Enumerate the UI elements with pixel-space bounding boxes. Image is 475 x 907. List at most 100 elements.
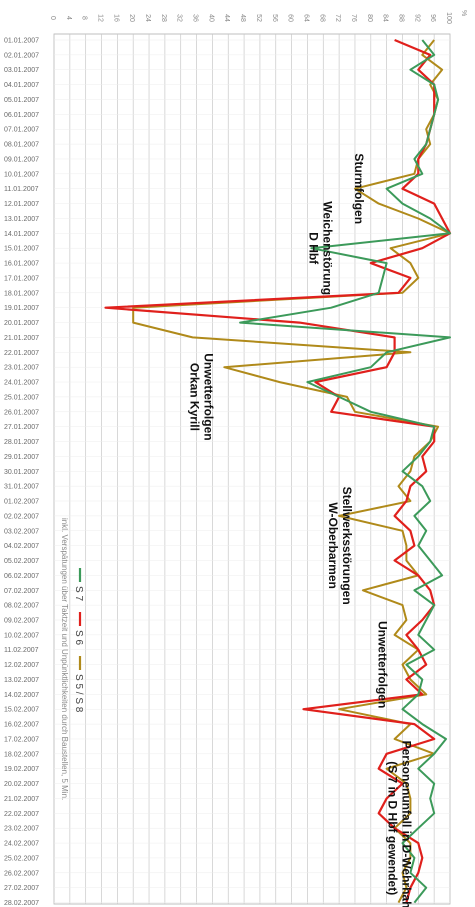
annotation-label: Orkan Kyrill (187, 363, 201, 431)
date-tick-label: 10.01.2007 (4, 171, 39, 178)
date-tick-label: 01.01.2007 (4, 38, 39, 45)
date-tick-label: 07.02.2007 (4, 588, 39, 595)
date-tick-label: 03.01.2007 (4, 67, 39, 74)
value-tick-label: 40 (207, 14, 214, 22)
annotation-label: Weichenstörung (320, 201, 334, 295)
value-tick-label: 28 (160, 14, 167, 22)
date-tick-label: 20.01.2007 (4, 320, 39, 327)
legend-label: S 7 (73, 586, 84, 601)
chart-footnote: inkl. Verspätungen über Taktzeit und Unp… (60, 518, 69, 800)
date-tick-label: 12.02.2007 (4, 662, 39, 669)
value-axis-unit: % (460, 10, 467, 16)
annotation-label: Personenunfall in D-Wehrhahn (399, 741, 413, 907)
value-tick-label: 52 (255, 14, 262, 22)
value-tick-label: 72 (334, 14, 341, 22)
value-tick-label: 4 (65, 16, 72, 20)
date-tick-label: 12.01.2007 (4, 201, 39, 208)
date-tick-label: 04.02.2007 (4, 543, 39, 550)
date-tick-label: 07.01.2007 (4, 127, 39, 134)
date-tick-label: 17.01.2007 (4, 275, 39, 282)
date-tick-label: 19.02.2007 (4, 766, 39, 773)
date-tick-label: 15.02.2007 (4, 707, 39, 714)
date-tick-label: 01.02.2007 (4, 499, 39, 506)
date-tick-label: 25.02.2007 (4, 855, 39, 862)
value-tick-label: 64 (302, 14, 309, 22)
date-tick-label: 06.01.2007 (4, 112, 39, 119)
date-tick-label: 08.02.2007 (4, 603, 39, 610)
value-tick-label: 0 (49, 16, 56, 20)
value-tick-label: 100 (445, 12, 452, 24)
date-tick-label: 05.02.2007 (4, 558, 39, 565)
value-tick-label: 8 (81, 16, 88, 20)
date-tick-label: 03.02.2007 (4, 528, 39, 535)
value-tick-label: 60 (287, 14, 294, 22)
date-tick-label: 06.02.2007 (4, 573, 39, 580)
series-line-s-5-s-8 (132, 39, 451, 904)
value-tick-label: 80 (366, 14, 373, 22)
date-tick-label: 11.01.2007 (4, 186, 39, 193)
date-tick-label: 21.02.2007 (4, 796, 39, 803)
date-tick-label: 29.01.2007 (4, 454, 39, 461)
value-tick-label: 32 (176, 14, 183, 22)
date-tick-label: 24.01.2007 (4, 380, 39, 387)
chart-grid (53, 33, 451, 905)
value-tick-label: 84 (382, 14, 389, 22)
date-tick-label: 27.02.2007 (4, 885, 39, 892)
date-tick-label: 04.01.2007 (4, 82, 39, 89)
date-tick-label: 21.01.2007 (4, 335, 39, 342)
date-tick-label: 28.02.2007 (4, 900, 39, 907)
value-tick-label: 88 (397, 14, 404, 22)
legend-label: S 5 / S 8 (73, 674, 84, 713)
annotation-label: Unwetterfolgen (201, 353, 215, 440)
date-tick-label: 22.01.2007 (4, 350, 39, 357)
value-tick-label: 24 (144, 14, 151, 22)
date-tick-label: 24.02.2007 (4, 841, 39, 848)
annotation-label: Stellwerksstörungen (340, 487, 354, 605)
value-tick-label: 20 (128, 14, 135, 22)
date-tick-label: 05.01.2007 (4, 97, 39, 104)
date-tick-label: 31.01.2007 (4, 484, 39, 491)
date-axis-ticks: 01.01.2007 02.01.2007 03.01.2007 04.01.2007… (4, 38, 39, 907)
value-tick-label: 16 (112, 14, 119, 22)
legend-label: S 6 (73, 630, 84, 645)
date-tick-label: 19.01.2007 (4, 305, 39, 312)
date-tick-label: 26.01.2007 (4, 409, 39, 416)
series-line-s-6 (104, 38, 452, 903)
date-tick-label: 23.02.2007 (4, 826, 39, 833)
date-tick-label: 10.02.2007 (4, 632, 39, 639)
date-tick-label: 09.01.2007 (4, 156, 39, 163)
date-tick-label: 14.01.2007 (4, 231, 39, 238)
date-tick-label: 16.02.2007 (4, 722, 39, 729)
annotation-label: Unwetterfolgen (376, 621, 390, 708)
date-tick-label: 13.01.2007 (4, 216, 39, 223)
date-tick-label: 22.02.2007 (4, 811, 39, 818)
value-tick-label: 68 (318, 14, 325, 22)
series-lines (104, 38, 452, 904)
date-tick-label: 15.01.2007 (4, 246, 39, 253)
date-tick-label: 09.02.2007 (4, 618, 39, 625)
value-tick-label: 56 (271, 14, 278, 22)
value-tick-label: 96 (429, 14, 436, 22)
value-tick-label: 92 (413, 14, 420, 22)
date-tick-label: 18.02.2007 (4, 751, 39, 758)
annotation-label: W-Oberbarmen (326, 502, 340, 588)
date-tick-label: 02.01.2007 (4, 52, 39, 59)
date-tick-label: 20.02.2007 (4, 781, 39, 788)
date-tick-label: 16.01.2007 (4, 261, 39, 268)
value-tick-label: 48 (239, 14, 246, 22)
date-tick-label: 28.01.2007 (4, 439, 39, 446)
chart-legend: S 7 S 6 S 5 / S 8 (73, 568, 84, 713)
date-tick-label: 13.02.2007 (4, 677, 39, 684)
date-tick-label: 08.01.2007 (4, 142, 39, 149)
series-line-s-7 (239, 39, 451, 904)
date-tick-label: 17.02.2007 (4, 736, 39, 743)
annotation-label: Sturmfolgen (352, 153, 366, 224)
value-tick-label: 36 (192, 14, 199, 22)
date-tick-label: 14.02.2007 (4, 692, 39, 699)
value-axis-ticks: 0 4 8 12 16 20 24 28 32 36 40 44 48 52 56 60 64 68 72 76 80 8… (49, 12, 452, 24)
value-tick-label: 44 (223, 14, 230, 22)
date-tick-label: 27.01.2007 (4, 424, 39, 431)
date-tick-label: 02.02.2007 (4, 513, 39, 520)
